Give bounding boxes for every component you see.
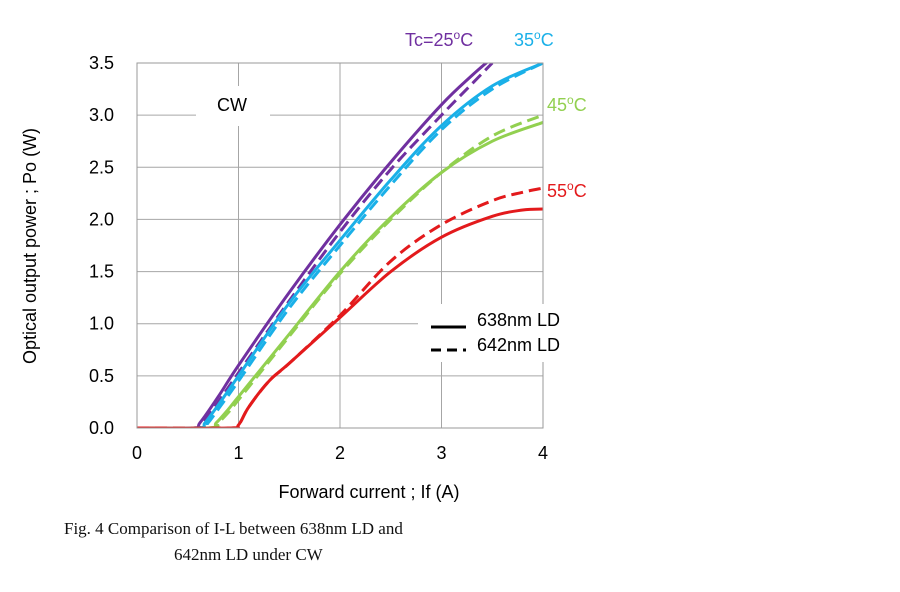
y-tick-label: 2.0 — [89, 209, 114, 229]
cw-annotation: CW — [217, 95, 247, 115]
x-tick-label: 0 — [132, 443, 142, 463]
y-tick-label: 3.5 — [89, 53, 114, 73]
y-tick-label: 0.0 — [89, 418, 114, 438]
temp-label-45: 45oC — [547, 93, 587, 115]
figure-caption-line-1: Fig. 4 Comparison of I-L between 638nm L… — [64, 519, 403, 538]
series-638nm-35c — [137, 63, 543, 428]
cw-label-background — [196, 86, 270, 126]
y-tick-label: 3.0 — [89, 105, 114, 125]
series-642nm-45c — [137, 113, 543, 428]
legend-label-638: 638nm LD — [477, 310, 560, 330]
plot-area-frame — [136, 62, 544, 429]
y-axis-label: Optical output power ; Po (W) — [20, 128, 40, 364]
y-tick-label: 2.5 — [89, 157, 114, 177]
x-tick-label: 4 — [538, 443, 548, 463]
legend-background — [418, 304, 578, 362]
series-lines — [137, 63, 543, 428]
y-tick-label: 1.0 — [89, 314, 114, 334]
x-tick-label: 2 — [335, 443, 345, 463]
y-tick-label: 0.5 — [89, 366, 114, 386]
series-642nm-25c — [137, 63, 494, 428]
temp-label-55: 55oC — [547, 179, 587, 201]
x-tick-label: 3 — [436, 443, 446, 463]
figure-caption-line-2: 642nm LD under CW — [174, 545, 323, 564]
temp-label-25: Tc=25oC — [405, 28, 473, 50]
series-638nm-25c — [137, 63, 489, 428]
x-axis-label: Forward current ; If (A) — [278, 482, 459, 502]
temp-label-35: 35oC — [514, 28, 554, 50]
series-642nm-35c — [137, 63, 543, 428]
y-tick-label: 1.5 — [89, 262, 114, 282]
series-638nm-55c — [137, 207, 543, 428]
tick-labels: 0 1 2 3 4 0.0 0.5 1.0 1.5 2.0 2.5 3.0 3.5 — [89, 53, 548, 463]
x-tick-label: 1 — [233, 443, 243, 463]
legend-label-642: 642nm LD — [477, 335, 560, 355]
